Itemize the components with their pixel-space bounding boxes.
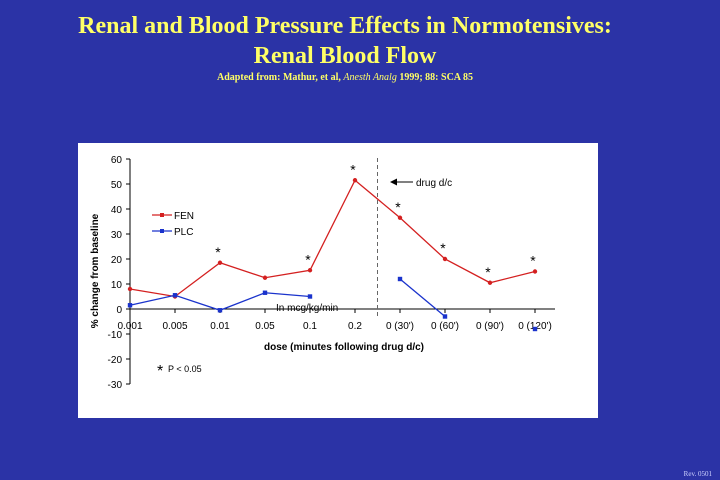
fen-point [487, 280, 493, 285]
legend-fen-marker [160, 213, 164, 217]
series-layer: * * * * * * * [127, 161, 538, 332]
x-tick-label: 0 (30') [386, 321, 414, 332]
plc-point [397, 276, 403, 282]
significance-marker: * [395, 199, 401, 215]
y-tick-label: 0 [116, 305, 122, 316]
plc-point [442, 314, 448, 319]
plc-point [262, 290, 268, 295]
plc-point [217, 308, 223, 313]
x-axis-title: dose (minutes following drug d/c) [264, 342, 424, 353]
plc-point [172, 293, 178, 298]
y-tick-label: 60 [111, 155, 123, 166]
x-tick-label: 0.005 [162, 321, 187, 332]
y-axis-title: % change from baseline [90, 213, 101, 328]
revision-label: Rev. 0501 [683, 470, 712, 478]
series-plc-line [399, 278, 446, 317]
drug-dc-label: drug d/c [416, 178, 452, 189]
y-tick-label: 50 [111, 180, 123, 191]
fen-point [307, 268, 313, 273]
significance-marker: * [485, 264, 491, 280]
legend-plc-marker [160, 229, 164, 233]
y-tick-label: 10 [111, 280, 123, 291]
fen-point [352, 178, 358, 183]
significance-marker: * [305, 251, 311, 267]
x-tick-label: 0.2 [348, 321, 362, 332]
y-tick-label: 30 [111, 230, 123, 241]
source-suffix: 1999; 88: SCA 85 [399, 72, 473, 83]
x-tick-label: 0.01 [210, 321, 230, 332]
x-axis: 0.001 0.005 0.01 0.05 0.1 0.2 0 (30') 0 (60') 0 … [117, 308, 555, 332]
y-tick-label: -20 [108, 355, 123, 366]
significance-marker: * [215, 244, 221, 260]
slide-title-line2: Renal Blood Flow [253, 43, 437, 69]
significance-marker: * [440, 240, 446, 256]
series-fen-line [129, 179, 536, 298]
x-tick-label: 0.1 [303, 321, 317, 332]
y-axis: 60 50 40 30 20 10 0 -10 -20 -30 [108, 155, 131, 391]
fen-point [397, 215, 403, 220]
y-tick-label: 20 [111, 255, 123, 266]
plc-point [532, 326, 538, 332]
annotations: drug d/c In mcg/kg/min * P < 0.05 [157, 178, 452, 380]
x-tick-label: 0 (120') [518, 321, 552, 332]
plc-point [127, 303, 133, 308]
y-tick-label: 40 [111, 205, 123, 216]
x-tick-label: 0.05 [255, 321, 275, 332]
legend-plc-label: PLC [174, 227, 193, 238]
significance-marker: * [350, 161, 356, 177]
y-tick-label: -10 [108, 330, 123, 341]
x-tick-label: 0.001 [117, 321, 142, 332]
significance-marker: * [530, 253, 536, 269]
fen-point [532, 269, 538, 274]
source-prefix: Adapted from: Mathur, et al, [217, 72, 341, 83]
pvalue-asterisk: * [157, 363, 163, 380]
source-journal: Anesth Analg [343, 72, 397, 83]
x-tick-label: 0 (60') [431, 321, 459, 332]
fen-point [262, 275, 268, 280]
plc-point [307, 294, 313, 299]
source-citation: Adapted from: Mathur, et al, Anesth Anal… [0, 72, 690, 83]
y-tick-label: -30 [108, 380, 123, 391]
fen-point [127, 286, 133, 292]
pvalue-text: P < 0.05 [168, 364, 202, 374]
fen-point [217, 260, 223, 265]
x-tick-label: 0 (90') [476, 321, 504, 332]
legend: FEN PLC [152, 211, 194, 238]
legend-fen-label: FEN [174, 211, 194, 222]
slide-title-line1: Renal and Blood Pressure Effects in Norm… [78, 13, 612, 39]
fen-point [442, 256, 448, 262]
chart-panel: 60 50 40 30 20 10 0 -10 -20 -30 0.001 0.005 0.01 0.0… [78, 143, 598, 418]
units-label: In mcg/kg/min [276, 303, 338, 314]
drug-dc-arrow-head [390, 178, 397, 186]
